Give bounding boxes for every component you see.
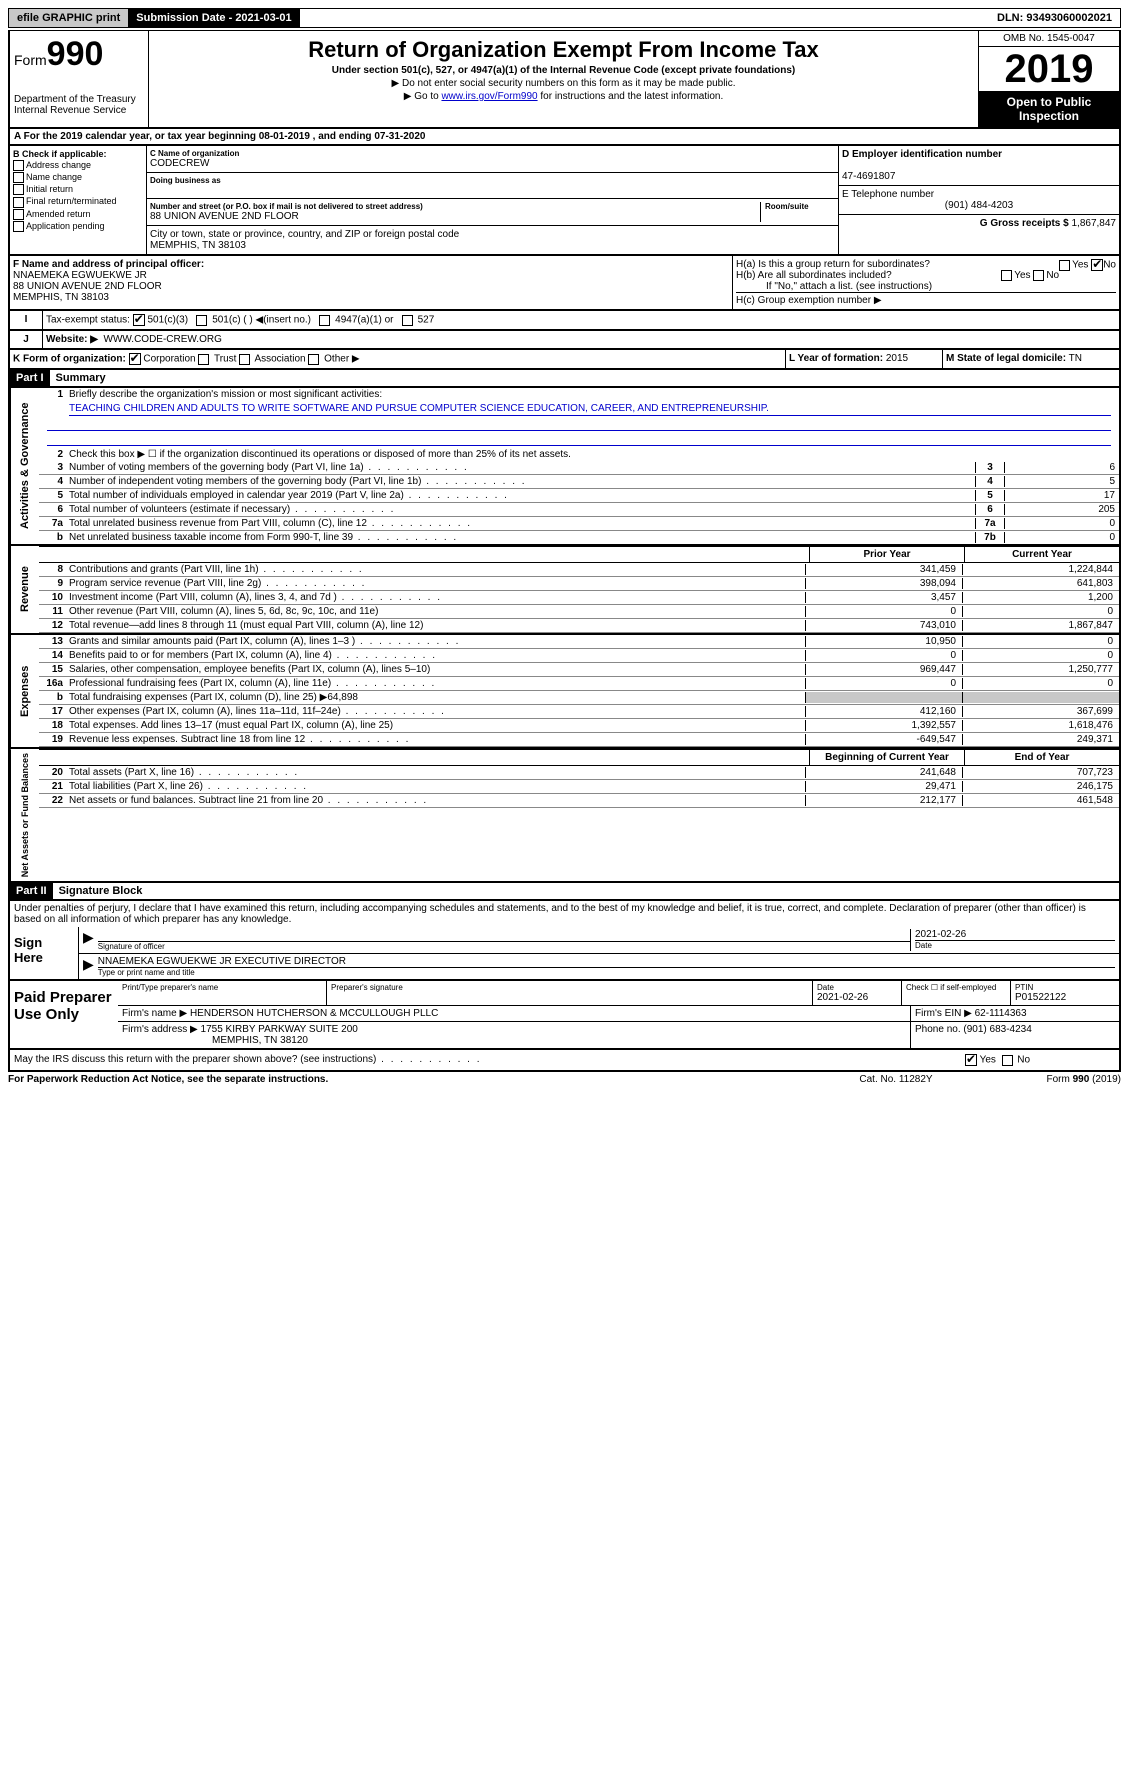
form-title: Return of Organization Exempt From Incom… (155, 37, 972, 63)
form-header: Form990 Department of the Treasury Inter… (8, 30, 1121, 129)
main-info-block: B Check if applicable: Address change Na… (8, 146, 1121, 256)
expenses-section: Expenses 13Grants and similar amounts pa… (8, 635, 1121, 749)
org-name: CODECREW (150, 158, 835, 169)
open-public-badge: Open to Public Inspection (979, 91, 1119, 127)
sign-here-block: Sign Here ▶ Signature of officer 2021-02… (8, 927, 1121, 981)
row-j: J Website: ▶ WWW.CODE-CREW.ORG (8, 331, 1121, 350)
form-footer: For Paperwork Reduction Act Notice, see … (8, 1072, 1121, 1087)
submission-date: Submission Date - 2021-03-01 (128, 9, 299, 27)
row-a-taxyear: A For the 2019 calendar year, or tax yea… (8, 129, 1121, 146)
row-k: K Form of organization: Corporation Trus… (8, 350, 1121, 370)
discuss-row: May the IRS discuss this return with the… (8, 1050, 1121, 1072)
form-subtitle: Under section 501(c), 527, or 4947(a)(1)… (155, 65, 972, 76)
telephone: (901) 484-4203 (842, 200, 1116, 211)
vtab-revenue: Revenue (10, 546, 39, 633)
perjury-declaration: Under penalties of perjury, I declare th… (8, 901, 1121, 927)
part1-header: Part I Summary (8, 370, 1121, 388)
ein-value: 47-4691807 (842, 171, 895, 182)
mission-text: TEACHING CHILDREN AND ADULTS TO WRITE SO… (69, 403, 1111, 416)
gross-receipts: 1,867,847 (1072, 218, 1117, 229)
revenue-section: Revenue Prior YearCurrent Year 8Contribu… (8, 546, 1121, 635)
website: WWW.CODE-CREW.ORG (104, 334, 222, 345)
form-number: Form990 (14, 35, 144, 74)
row-i: I Tax-exempt status: 501(c)(3) 501(c) ( … (8, 311, 1121, 331)
col-c-orginfo: C Name of organization CODECREW Doing bu… (147, 146, 838, 254)
vtab-netassets: Net Assets or Fund Balances (10, 749, 39, 881)
col-right-info: D Employer identification number 47-4691… (838, 146, 1119, 254)
org-city: MEMPHIS, TN 38103 (150, 240, 835, 251)
efile-btn[interactable]: efile GRAPHIC print (9, 9, 128, 27)
vtab-expenses: Expenses (10, 635, 39, 747)
dept-treasury: Department of the Treasury (14, 94, 144, 105)
netassets-section: Net Assets or Fund Balances Beginning of… (8, 749, 1121, 883)
vtab-activities: Activities & Governance (10, 388, 39, 544)
irs-link[interactable]: www.irs.gov/Form990 (441, 91, 537, 102)
row-f-h: F Name and address of principal officer:… (8, 256, 1121, 311)
note-link: ▶ Go to www.irs.gov/Form990 for instruct… (155, 91, 972, 102)
part2-header: Part II Signature Block (8, 883, 1121, 901)
paid-preparer-block: Paid Preparer Use Only Print/Type prepar… (8, 981, 1121, 1050)
irs-label: Internal Revenue Service (14, 105, 144, 116)
omb-number: OMB No. 1545-0047 (979, 31, 1119, 47)
activities-governance: Activities & Governance 1Briefly describ… (8, 388, 1121, 546)
dln: DLN: 93493060002021 (989, 9, 1120, 27)
note-ssn: ▶ Do not enter social security numbers o… (155, 78, 972, 89)
tax-year: 2019 (979, 47, 1119, 91)
col-b-checkboxes: B Check if applicable: Address change Na… (10, 146, 147, 254)
top-bar: efile GRAPHIC print Submission Date - 20… (8, 8, 1121, 28)
org-address: 88 UNION AVENUE 2ND FLOOR (150, 211, 760, 222)
